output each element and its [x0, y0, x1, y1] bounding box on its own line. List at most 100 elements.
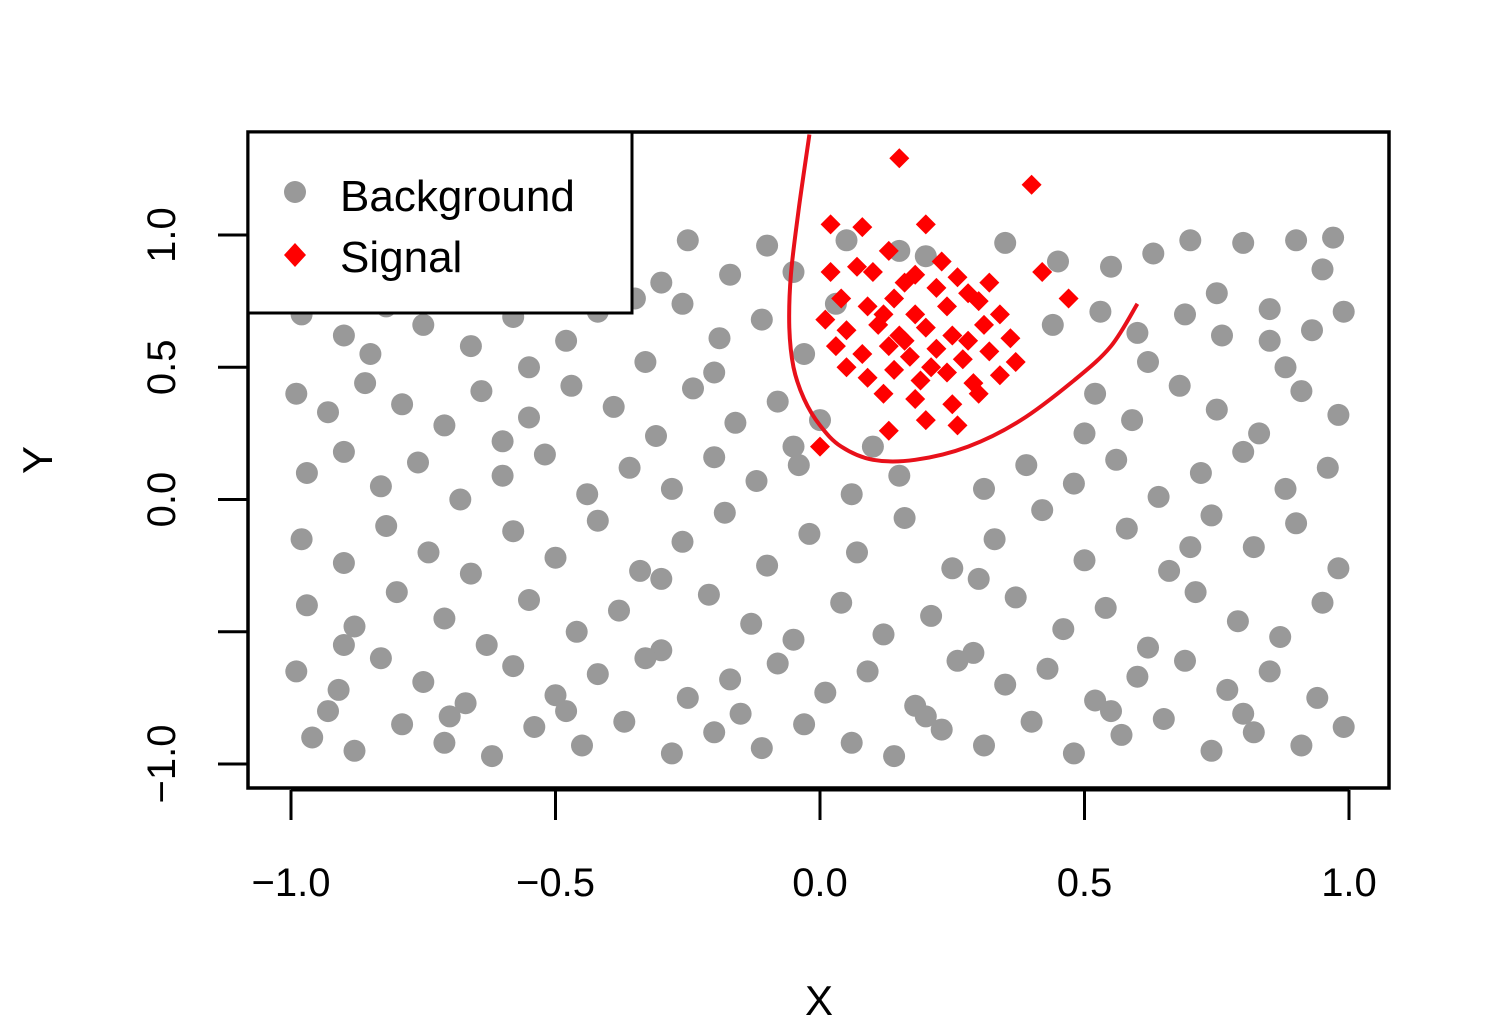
background-point: [660, 742, 683, 765]
signal-point: [915, 317, 936, 338]
background-point: [555, 329, 578, 352]
background-point: [1211, 324, 1233, 347]
signal-point: [884, 288, 905, 309]
background-point: [1174, 649, 1196, 672]
background-point: [1179, 229, 1202, 252]
background-point: [697, 583, 720, 606]
signal-point: [905, 304, 926, 325]
background-point: [412, 313, 435, 336]
signal-point: [810, 436, 830, 457]
signal-point: [1000, 328, 1021, 349]
signal-point: [815, 309, 836, 330]
signal-point: [915, 214, 936, 235]
background-point: [502, 520, 525, 543]
background-point: [930, 718, 953, 741]
background-point: [1285, 229, 1308, 252]
background-point: [793, 343, 816, 365]
background-point: [671, 530, 694, 553]
background-point: [369, 475, 392, 498]
background-point: [1242, 536, 1265, 559]
background-point: [560, 374, 583, 397]
background-point: [703, 361, 726, 384]
background-point: [1137, 351, 1159, 373]
background-point: [407, 451, 429, 474]
background-point: [523, 716, 546, 738]
background-point: [1306, 686, 1329, 709]
background-point: [1216, 678, 1239, 701]
background-point: [840, 483, 863, 506]
background-point: [703, 446, 726, 469]
background-point: [883, 745, 906, 768]
signal-point: [878, 240, 899, 261]
background-point: [782, 261, 805, 283]
y-tick-label: 0.0: [140, 472, 184, 528]
legend-background-marker: [284, 181, 306, 203]
signal-point: [889, 148, 910, 169]
background-point: [888, 239, 911, 262]
background-point: [459, 335, 482, 358]
background-point: [343, 739, 366, 762]
background-point: [332, 440, 355, 463]
background-point: [1062, 472, 1085, 495]
background-point: [613, 710, 636, 733]
decision-boundary-curve: [787, 134, 1140, 464]
background-point: [602, 395, 625, 418]
background-point: [1062, 742, 1085, 765]
background-point: [417, 541, 440, 564]
x-axis: −1.0 −0.5 0.0 0.5 1.0: [252, 788, 1377, 905]
signal-series: [810, 148, 1079, 457]
background-point: [835, 229, 858, 252]
background-point: [1031, 499, 1054, 522]
background-point: [1084, 382, 1107, 405]
background-point: [750, 308, 773, 331]
background-point: [1332, 300, 1355, 323]
background-point: [671, 292, 694, 315]
background-point: [740, 612, 763, 635]
background-point: [369, 647, 392, 670]
x-tick-label: −1.0: [252, 861, 331, 905]
signal-point: [968, 291, 989, 312]
background-point: [1041, 313, 1064, 336]
background-point: [872, 623, 895, 646]
background-point: [1226, 610, 1249, 633]
background-series: [285, 226, 1355, 768]
background-point: [1327, 557, 1350, 580]
y-tick-label: 1.0: [140, 207, 184, 263]
signal-point: [989, 365, 1010, 386]
background-point: [518, 356, 540, 379]
signal-point: [926, 338, 947, 359]
background-point: [703, 721, 726, 744]
background-point: [1015, 454, 1038, 477]
background-point: [433, 731, 456, 754]
background-point: [1073, 422, 1096, 445]
background-point: [941, 557, 964, 580]
y-tick-label: −1.0: [140, 725, 184, 804]
signal-point: [1021, 174, 1042, 195]
signal-point: [873, 304, 894, 325]
background-point: [1152, 708, 1175, 730]
signal-point: [820, 262, 841, 282]
background-point: [634, 351, 657, 373]
background-point: [1174, 303, 1196, 326]
background-point: [433, 414, 456, 437]
background-point: [719, 668, 742, 691]
background-point: [1242, 721, 1265, 744]
background-point: [766, 390, 789, 413]
background-point: [893, 507, 916, 529]
background-point: [285, 660, 308, 683]
background-point: [332, 552, 355, 574]
background-point: [1137, 636, 1159, 659]
legend-box: [246, 130, 634, 315]
background-point: [475, 634, 498, 656]
background-point: [481, 745, 503, 768]
background-point: [518, 406, 540, 429]
background-point: [1200, 739, 1223, 762]
signal-point: [989, 304, 1010, 325]
background-point: [1100, 700, 1122, 723]
background-point: [973, 477, 995, 500]
background-point: [1036, 657, 1059, 680]
background-point: [1258, 298, 1281, 321]
signal-point: [947, 267, 968, 288]
background-point: [994, 231, 1017, 254]
